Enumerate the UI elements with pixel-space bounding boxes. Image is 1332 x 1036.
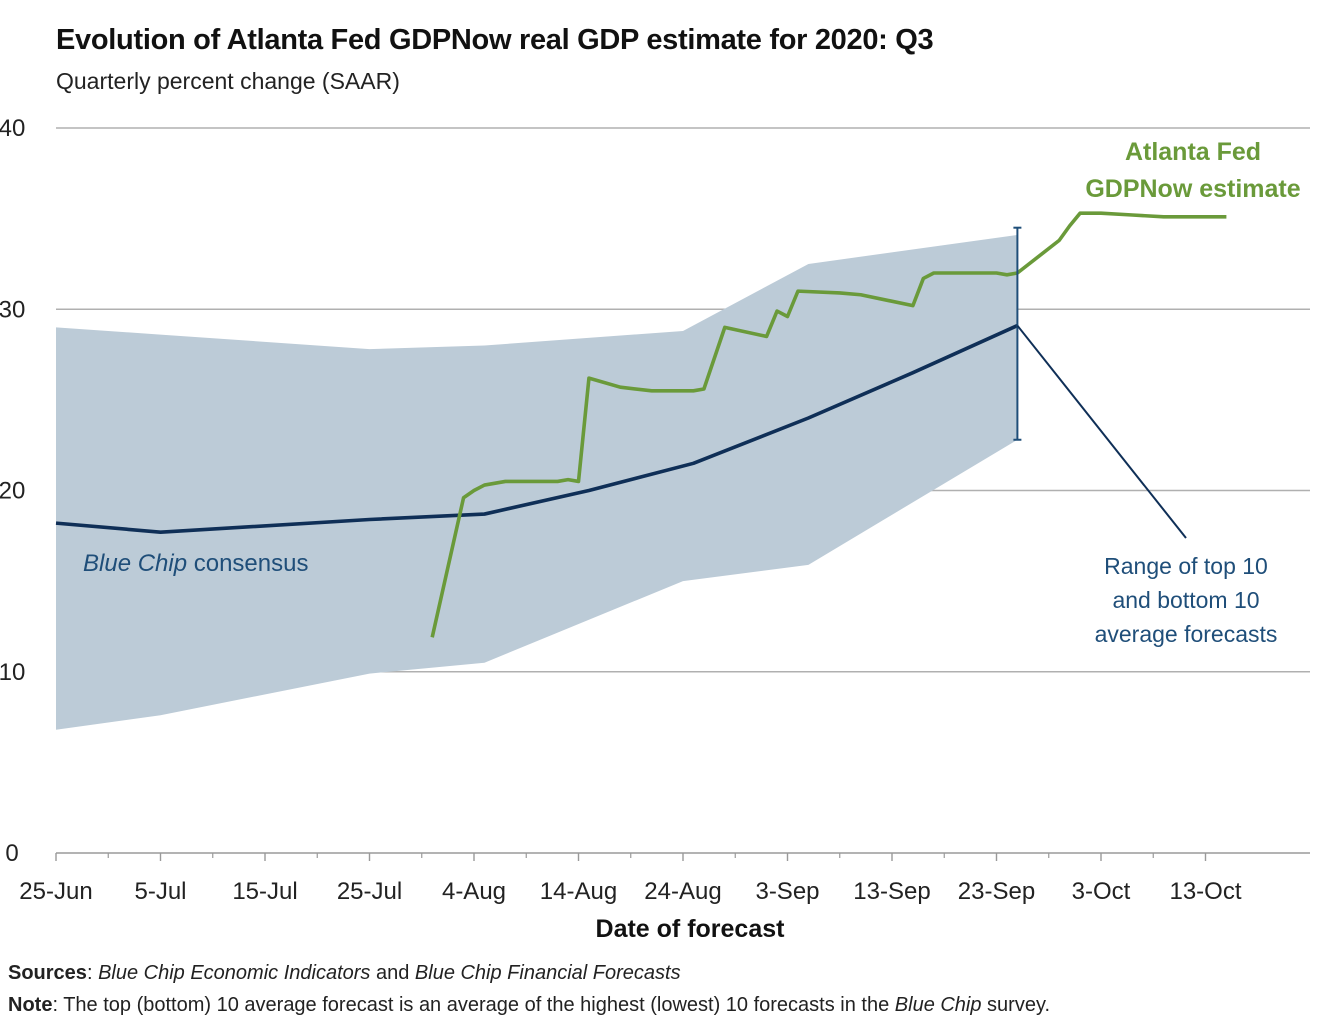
gdpnow-label-line1: Atlanta Fed — [1125, 138, 1261, 166]
chart-subtitle: Quarterly percent change (SAAR) — [56, 68, 400, 94]
x-tick-label: 15-Jul — [232, 878, 297, 905]
range-label-line3: average forecasts — [1095, 621, 1278, 647]
y-tick-label: 10 — [0, 659, 25, 686]
range-label-line2: and bottom 10 — [1112, 587, 1259, 613]
bluechip-consensus-line — [55, 323, 1019, 534]
x-tick-label: 24-Aug — [644, 878, 721, 905]
axes: 0 10 20 30 40 25-Jun 5-Jul 15-Jul 25-Jul 4-Aug 14-… — [0, 115, 1310, 943]
chart-title: Evolution of Atlanta Fed GDPNow real GDP… — [56, 24, 934, 56]
y-tick-label: 30 — [0, 296, 25, 323]
x-axis-title: Date of forecast — [596, 915, 786, 943]
x-tick-label: 23-Sep — [958, 878, 1035, 905]
range-label-line1: Range of top 10 — [1104, 553, 1268, 579]
bluechip-consensus-label: Blue Chip consensus — [83, 550, 308, 577]
x-tick-label: 3-Sep — [755, 878, 819, 905]
x-tick-label: 25-Jul — [337, 878, 402, 905]
x-tick-label: 5-Jul — [134, 878, 186, 905]
range-leader-line — [1016, 324, 1187, 539]
sources-note: Sources: Blue Chip Economic Indicators a… — [8, 962, 681, 984]
annotations: Atlanta Fed GDPNow estimate Blue Chip cons… — [83, 138, 1301, 647]
gdpnow-estimate-line — [430, 211, 1227, 638]
x-tick-label: 13-Sep — [853, 878, 930, 905]
x-tick-label: 13-Oct — [1169, 878, 1241, 905]
footnote: Note: The top (bottom) 10 average foreca… — [8, 994, 1051, 1016]
gdpnow-label-line2: GDPNow estimate — [1085, 175, 1300, 203]
x-tick-label: 14-Aug — [540, 878, 617, 905]
x-tick-label: 25-Jun — [19, 878, 92, 905]
x-tick-label: 4-Aug — [442, 878, 506, 905]
y-tick-label: 0 — [5, 840, 18, 867]
y-tick-label: 20 — [0, 478, 25, 505]
series-lines — [55, 211, 1227, 638]
x-tick-label: 3-Oct — [1072, 878, 1131, 905]
y-tick-label: 40 — [0, 115, 25, 142]
